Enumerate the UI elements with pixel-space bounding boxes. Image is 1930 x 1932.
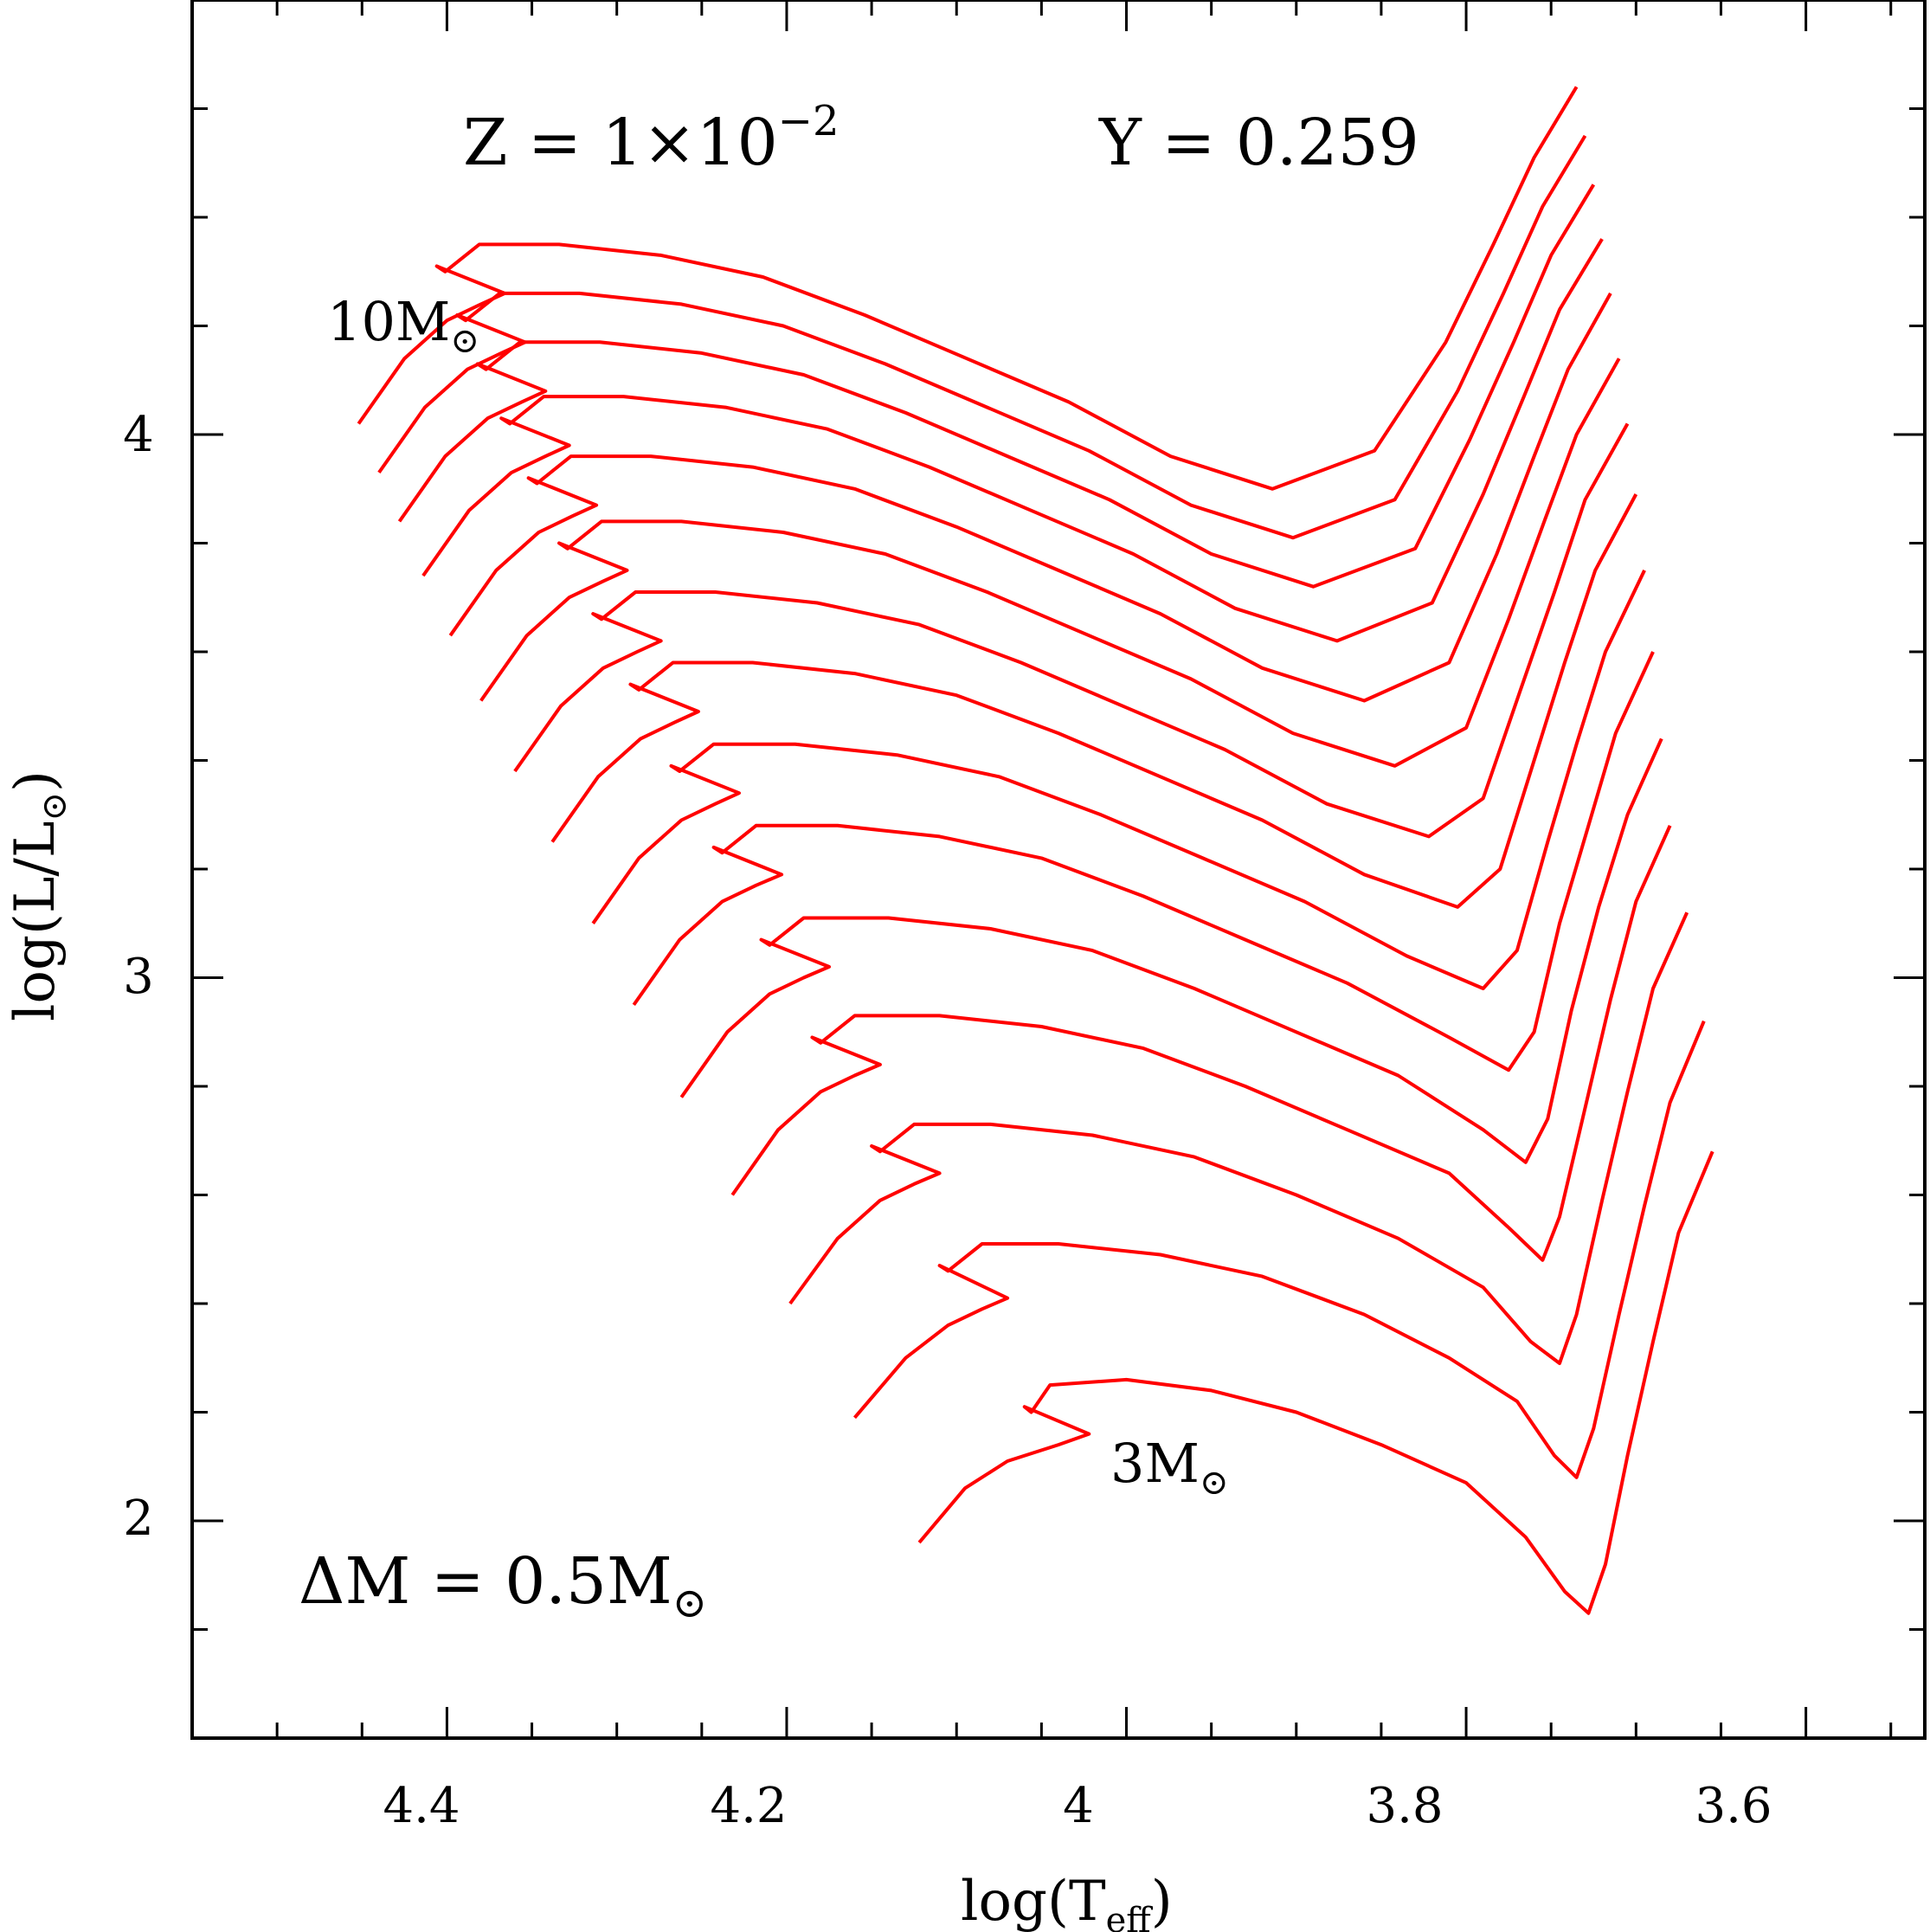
track-8-msun — [448, 292, 1612, 703]
evolution-tracks — [357, 86, 1714, 1615]
track-6-5-msun — [550, 493, 1638, 909]
track-10-msun — [357, 86, 1579, 491]
params-y: Y = 0.259 — [1098, 106, 1419, 180]
y-tick-label-3: 3 — [123, 949, 154, 1005]
track-5-msun — [679, 737, 1663, 1164]
svg-text:ΔM = 0.5M⊙: ΔM = 0.5M⊙ — [299, 1544, 707, 1627]
svg-text:Z = 1×10−2: Z = 1×10−2 — [463, 97, 839, 180]
y-tick-label-4: 4 — [123, 407, 154, 463]
x-tick-label-3-8: 3.8 — [1366, 1778, 1443, 1834]
svg-text:3M⊙: 3M⊙ — [1110, 1432, 1228, 1503]
mass-label-bottom: 3M⊙ — [1110, 1432, 1228, 1503]
svg-text:10M⊙: 10M⊙ — [327, 290, 479, 361]
track-6-msun — [591, 570, 1646, 990]
svg-text:log(Teff): log(Teff) — [961, 1870, 1173, 1932]
x-tick-label-3-6: 3.6 — [1695, 1778, 1772, 1834]
track-8-5-msun — [421, 238, 1604, 643]
track-9-msun — [397, 184, 1596, 589]
x-tick-label-4-4: 4.4 — [383, 1778, 460, 1834]
plot-frame — [190, 0, 1927, 1740]
x-tick-label-4-2: 4.2 — [710, 1778, 787, 1834]
x-tick-label-4: 4 — [1063, 1778, 1094, 1834]
svg-text:log(L/L⊙): log(L/L⊙) — [3, 770, 74, 1021]
axis-ticks — [192, 0, 1925, 1738]
mass-label-top: 10M⊙ — [327, 290, 479, 361]
track-9-5-msun — [377, 134, 1587, 540]
track-5-5-msun — [632, 651, 1655, 1072]
track-7-5-msun — [479, 357, 1621, 768]
track-7-msun — [513, 422, 1630, 839]
params-z-exponent: −2 — [778, 97, 840, 145]
delta-m-label: ΔM = 0.5M⊙ — [299, 1544, 707, 1627]
params-z: Z = 1×10 — [463, 106, 778, 180]
y-axis-title: log(L/L⊙) — [3, 770, 74, 1021]
track-3-5-msun — [852, 1020, 1706, 1479]
params-annotation: Z = 1×10−2 Y = 0.259 — [463, 97, 1419, 180]
track-4-5-msun — [730, 824, 1672, 1262]
track-4-msun — [788, 911, 1689, 1365]
y-tick-label-2: 2 — [123, 1491, 154, 1547]
track-3-msun — [917, 1150, 1714, 1615]
x-axis-title: log(Teff) — [961, 1870, 1173, 1932]
